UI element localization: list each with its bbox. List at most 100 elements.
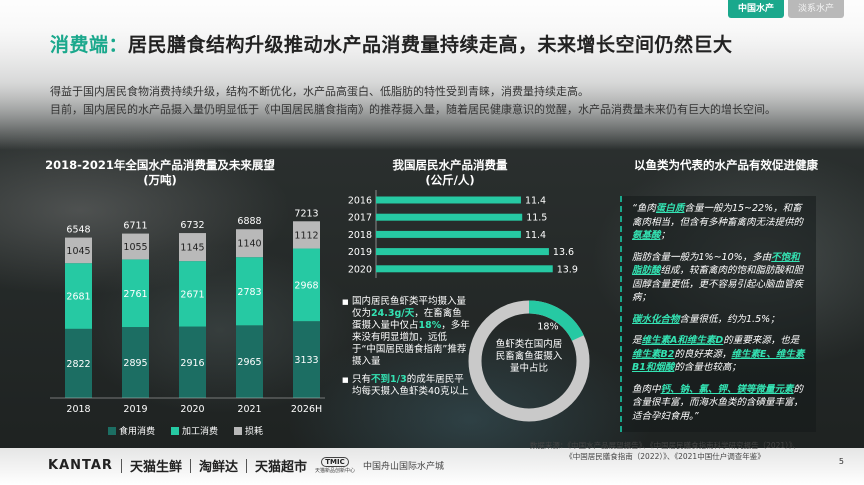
bullet1-highlight2: 18% bbox=[418, 320, 442, 331]
header-band bbox=[0, 0, 864, 150]
page-title-accent: 消费端： bbox=[50, 34, 129, 56]
benefit-minerals-text1: 鱼肉中 bbox=[632, 383, 661, 395]
legend-item-loss: 损耗 bbox=[234, 424, 263, 437]
benefit-fat: 脂肪含量一般为1%~10%，多由不饱和脂肪酸组成，较畜禽肉的饱和脂肪酸和胆固醇含… bbox=[632, 251, 808, 305]
benefit-protein-text3: ； bbox=[660, 230, 671, 241]
legend-item-processing: 加工消费 bbox=[171, 424, 218, 437]
y-tick-label: 2019 bbox=[348, 247, 372, 258]
bar-total-label: 6711 bbox=[123, 221, 147, 232]
benefit-vitamins-highlight3: 维生素E、维生素B1和烟酸 bbox=[632, 348, 805, 374]
benefit-protein-text1: “鱼肉 bbox=[632, 203, 656, 214]
legend-label-processing: 加工消费 bbox=[182, 427, 219, 437]
benefit-vitamins-text4: 的含量也较高； bbox=[674, 362, 741, 373]
y-tick-label: 2020 bbox=[348, 264, 372, 275]
benefit-protein-text2: 含量一般为15~22%，和畜禽肉相当，但含有多种畜禽肉无法提供的 bbox=[632, 203, 804, 228]
legend-label-loss: 损耗 bbox=[245, 427, 264, 437]
benefit-fat-text1: 脂肪含量一般为1%~10%，多由 bbox=[632, 251, 772, 263]
bar-value-label: 2681 bbox=[66, 292, 90, 303]
tmic-logo-caption: 天猫新品创新中心 bbox=[315, 468, 356, 474]
bar bbox=[376, 248, 549, 256]
bar-segment-2 bbox=[293, 248, 320, 322]
bar-value-label: 1145 bbox=[180, 243, 204, 254]
donut-slice bbox=[528, 300, 584, 342]
tmall-fresh-logo: 天猫生鲜 bbox=[129, 460, 182, 475]
bar-value-label: 2822 bbox=[66, 359, 90, 370]
right-panel-title: 以鱼类为代表的水产品有效促进健康 bbox=[634, 158, 818, 172]
bullet1-text3: ，多年来没有明显增加，远低于“中国居民膳食指南”推荐摄入量 bbox=[352, 320, 470, 367]
bar-segment-1 bbox=[179, 326, 206, 398]
bar-total-label: 6732 bbox=[180, 220, 204, 231]
insight-bullets: 国内居民鱼虾类平均摄入量仅为24.3g/天，在畜禽鱼蛋摄入量中仅占18%，多年来… bbox=[342, 296, 470, 404]
bullet2-text2: 的成年居民平均每天摄入鱼虾类40克以上 bbox=[352, 374, 469, 397]
x-tick-label: 2020 bbox=[180, 404, 204, 415]
source-line-2: 《中国居民膳食指南（2022）》、《2021中国仕户调查年鉴》 bbox=[565, 452, 765, 461]
benefit-minerals-text2: 的含量很丰富，而海水鱼类的含碘量丰富，适合孕妇食用。” bbox=[632, 383, 804, 422]
tmic-logo: TMIC 天猫新品创新中心 bbox=[315, 457, 355, 474]
stacked-bar-chart: 2822 2681 1045 6548 2018 2895 2761 1055 6711 2019… bbox=[50, 208, 325, 415]
chart1-title-line1: 2018-2021年全国水产品消费量及未来展望 bbox=[45, 158, 275, 172]
bullet1-text2: ，在畜禽鱼蛋摄入量中仅占 bbox=[352, 308, 462, 331]
bar-segment-2 bbox=[236, 257, 263, 326]
legend-swatch-food bbox=[108, 426, 116, 435]
chart1-title-line2: (万吨) bbox=[143, 173, 177, 187]
x-tick-label: 2019 bbox=[123, 404, 147, 415]
benefit-vitamins-text3: 的良好来源， bbox=[674, 348, 732, 360]
benefit-carbs: 碳水化合物含量很低，约为1.5%； bbox=[632, 313, 808, 327]
legend-item-food: 食用消费 bbox=[108, 424, 155, 437]
bar-value-label: 11.4 bbox=[525, 196, 546, 207]
bar-value-label: 2895 bbox=[123, 358, 147, 369]
bar-value-label: 1045 bbox=[66, 246, 90, 257]
chart2-title-line1: 我国居民水产品消费量 bbox=[392, 158, 508, 172]
chart2-title: 我国居民水产品消费量 (公斤/人) bbox=[370, 158, 530, 188]
y-tick-label: 2016 bbox=[348, 196, 372, 207]
benefit-vitamins-text2: 的重要来源，也是 bbox=[723, 335, 800, 346]
intro-paragraph-1: 得益于国内居民食物消费持续升级，结构不断优化，水产品高蛋白、低脂肪的特性受到青睐… bbox=[50, 85, 589, 98]
x-tick-label: 2018 bbox=[66, 404, 90, 415]
logo-divider bbox=[120, 458, 122, 473]
bar-value-label: 2916 bbox=[180, 358, 204, 369]
bar-total-label: 6888 bbox=[237, 216, 261, 227]
bar-segment-2 bbox=[179, 261, 206, 327]
benefit-protein-highlight1: 蛋白质 bbox=[655, 203, 685, 214]
tab-freshwater-aquatic[interactable]: 淡系水产 bbox=[787, 0, 844, 18]
bar bbox=[376, 265, 553, 273]
taoxianda-logo: 淘鲜达 bbox=[198, 460, 238, 475]
page-number: 5 bbox=[838, 457, 844, 466]
donut-value-label: 18% bbox=[537, 321, 558, 332]
data-source-note: 数据来源：《中国水产品展望报告》、《中国居民膳食指南科学研究报告（2021）》、… bbox=[510, 440, 820, 462]
benefit-vitamins: 是维生素A和维生素D的重要来源，也是维生素B2的良好来源，维生素E、维生素B1和… bbox=[632, 334, 808, 375]
bar-value-label: 3133 bbox=[294, 355, 318, 366]
bullet1-text1: 国内居民鱼虾类平均摄入量仅为 bbox=[352, 296, 467, 319]
tab-china-aquatic[interactable]: 中国水产 bbox=[727, 0, 784, 18]
chart1-title: 2018-2021年全国水产品消费量及未来展望 (万吨) bbox=[30, 158, 290, 188]
benefit-carbs-text1: 含量很低，约为1.5%； bbox=[679, 313, 780, 325]
tmic-logo-mark: TMIC bbox=[321, 457, 349, 467]
bar-value-label: 2761 bbox=[123, 289, 147, 300]
bar bbox=[376, 196, 521, 204]
x-tick-label: 2021 bbox=[237, 404, 261, 415]
page-title: 消费端：居民膳食结构升级推动水产品消费量持续走高，未来增长空间仍然巨大 bbox=[50, 30, 850, 57]
bar-value-label: 13.9 bbox=[557, 264, 578, 275]
bar-segment-2 bbox=[65, 263, 92, 329]
horizontal-bar-chart: 2016 11.4 2017 11.5 2018 11.4 2019 13.6 2020 13.9 bbox=[348, 190, 578, 278]
legend-swatch-loss bbox=[234, 426, 243, 435]
bar-segment-1 bbox=[293, 321, 320, 398]
benefit-vitamins-highlight2: 维生素B2 bbox=[632, 348, 675, 360]
bar-value-label: 11.4 bbox=[525, 230, 546, 241]
bullet2-highlight1: 不到1/3 bbox=[371, 374, 407, 385]
benefit-protein-highlight2: 氨基酸 bbox=[632, 230, 661, 241]
bar-segment-2 bbox=[122, 259, 149, 328]
bar bbox=[376, 230, 521, 238]
bar-value-label: 1055 bbox=[123, 242, 147, 253]
intro-text: 得益于国内居民食物消费持续升级，结构不断优化，水产品高蛋白、低脂肪的特性受到青睐… bbox=[50, 84, 840, 120]
zhoushan-logo: 中国舟山国际水产城 bbox=[363, 462, 445, 472]
benefit-fat-highlight1: 不饱和脂肪酸 bbox=[632, 251, 800, 277]
source-line-1: 数据来源：《中国水产品展望报告》、《中国居民膳食指南科学研究报告（2021）》、 bbox=[529, 441, 801, 450]
bullet-intake: 国内居民鱼虾类平均摄入量仅为24.3g/天，在畜禽鱼蛋摄入量中仅占18%，多年来… bbox=[342, 296, 470, 368]
y-tick-label: 2018 bbox=[348, 230, 372, 241]
bar-value-label: 1112 bbox=[294, 230, 318, 241]
kantar-logo: KANTAR bbox=[48, 458, 113, 473]
bar-value-label: 11.5 bbox=[526, 213, 547, 224]
bar-segment-1 bbox=[236, 325, 263, 398]
bar-segment-3 bbox=[179, 233, 206, 262]
